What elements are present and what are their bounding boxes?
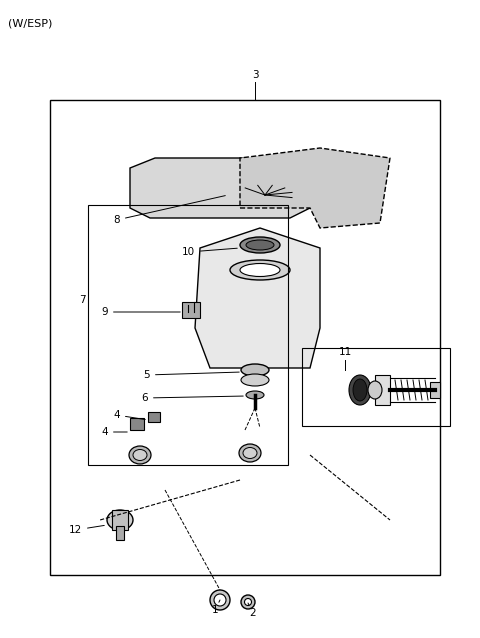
Ellipse shape [241,374,269,386]
Text: 2: 2 [248,603,256,618]
Bar [148,412,160,422]
Text: 6: 6 [142,393,243,403]
Ellipse shape [241,364,269,376]
Text: 10: 10 [182,247,237,257]
Ellipse shape [133,450,147,461]
Ellipse shape [243,447,257,459]
Text: 8: 8 [113,196,225,225]
Polygon shape [240,148,390,228]
Ellipse shape [214,594,226,606]
Ellipse shape [210,590,230,610]
Text: 12: 12 [69,525,104,535]
Text: 11: 11 [338,347,352,357]
Ellipse shape [230,181,300,209]
Ellipse shape [246,391,264,399]
Bar [112,510,128,530]
Ellipse shape [254,190,276,200]
Text: 3: 3 [252,70,258,80]
Bar [88,205,288,465]
Text: 4: 4 [113,410,145,420]
Text: 4: 4 [101,427,127,437]
Ellipse shape [240,237,280,253]
Text: 5: 5 [144,370,239,380]
Text: (W/ESP): (W/ESP) [8,18,52,28]
Ellipse shape [368,381,382,399]
Ellipse shape [234,193,296,213]
Text: 1: 1 [212,600,220,615]
Ellipse shape [349,375,371,405]
Ellipse shape [244,598,252,605]
Polygon shape [195,228,320,368]
Bar [182,302,200,318]
Ellipse shape [241,595,255,609]
Bar [302,348,450,426]
Ellipse shape [107,510,133,530]
Bar [130,418,144,430]
Polygon shape [130,158,310,218]
Ellipse shape [239,444,261,462]
Ellipse shape [240,263,280,276]
Ellipse shape [129,446,151,464]
Ellipse shape [230,260,290,280]
Text: 9: 9 [101,307,180,317]
Bar [50,100,440,575]
Bar [375,375,390,405]
Ellipse shape [246,240,274,250]
Bar [116,526,124,540]
Ellipse shape [353,379,367,401]
Bar [430,382,440,398]
Text: 7: 7 [79,295,85,305]
